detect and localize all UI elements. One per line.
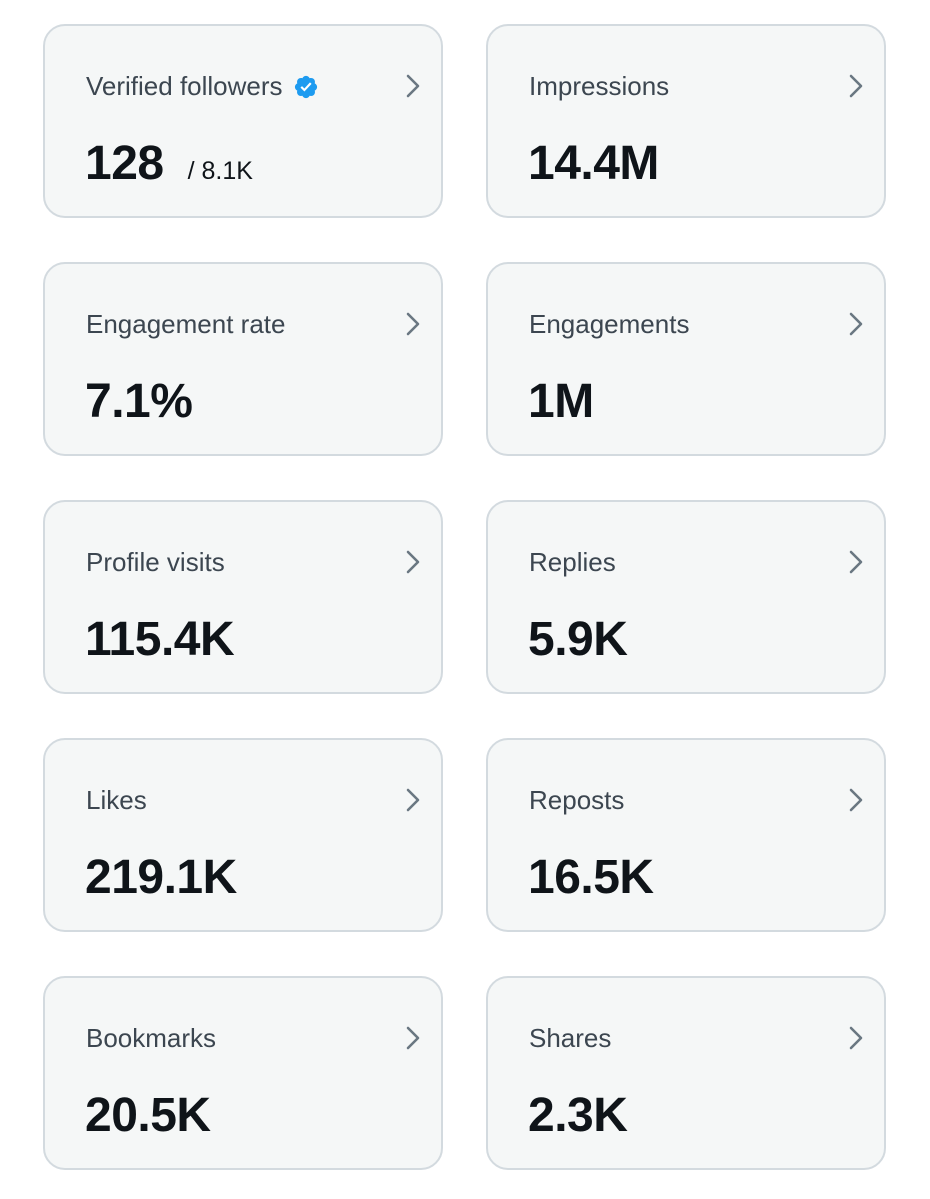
- verified-badge-icon: [294, 75, 317, 98]
- card-label: Likes: [86, 785, 147, 815]
- chevron-right-icon: [849, 550, 863, 574]
- card-value: 20.5K: [85, 1089, 211, 1142]
- card-verified-followers[interactable]: Verified followers 128 / 8.1K: [43, 24, 443, 218]
- card-label: Engagements: [529, 309, 690, 339]
- card-likes[interactable]: Likes 219.1K: [43, 738, 443, 932]
- card-label: Verified followers: [86, 71, 283, 101]
- card-value: 7.1%: [85, 375, 193, 428]
- card-value: 14.4M: [528, 137, 659, 190]
- card-engagement-rate[interactable]: Engagement rate 7.1%: [43, 262, 443, 456]
- card-label: Reposts: [529, 785, 625, 815]
- card-label-wrapper: Verified followers: [86, 71, 319, 102]
- card-value: 219.1K: [85, 851, 237, 904]
- chevron-right-icon: [406, 74, 420, 98]
- chevron-right-icon: [849, 788, 863, 812]
- card-engagements[interactable]: Engagements 1M: [486, 262, 886, 456]
- card-label: Replies: [529, 547, 616, 577]
- card-value: 2.3K: [528, 1089, 628, 1142]
- card-value-total: / 8.1K: [187, 157, 253, 185]
- card-value-number: 128: [85, 137, 164, 190]
- chevron-right-icon: [849, 312, 863, 336]
- card-replies[interactable]: Replies 5.9K: [486, 500, 886, 694]
- card-label: Profile visits: [86, 547, 225, 577]
- card-label: Engagement rate: [86, 309, 286, 339]
- chevron-right-icon: [406, 1026, 420, 1050]
- card-label: Shares: [529, 1023, 612, 1053]
- chevron-right-icon: [406, 550, 420, 574]
- card-shares[interactable]: Shares 2.3K: [486, 976, 886, 1170]
- chevron-right-icon: [849, 1026, 863, 1050]
- card-value: 5.9K: [528, 613, 628, 666]
- chevron-right-icon: [849, 74, 863, 98]
- card-reposts[interactable]: Reposts 16.5K: [486, 738, 886, 932]
- chevron-right-icon: [406, 788, 420, 812]
- card-bookmarks[interactable]: Bookmarks 20.5K: [43, 976, 443, 1170]
- card-impressions[interactable]: Impressions 14.4M: [486, 24, 886, 218]
- card-value: 128 / 8.1K: [85, 136, 253, 191]
- card-value: 16.5K: [528, 851, 654, 904]
- card-value: 1M: [528, 375, 594, 428]
- card-profile-visits[interactable]: Profile visits 115.4K: [43, 500, 443, 694]
- card-label: Bookmarks: [86, 1023, 217, 1053]
- card-value: 115.4K: [85, 613, 235, 666]
- card-label: Impressions: [529, 71, 670, 101]
- chevron-right-icon: [406, 312, 420, 336]
